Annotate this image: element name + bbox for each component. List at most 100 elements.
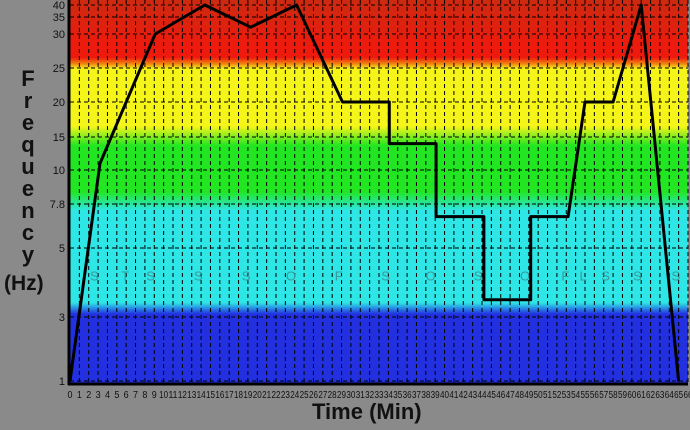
x-tick-label: 16 (215, 390, 224, 401)
x-tick-label: 10 (159, 390, 168, 401)
x-tick-label: 43 (468, 390, 477, 401)
x-tick-label: 32 (365, 390, 374, 401)
y-tick-label: 1 (59, 376, 65, 388)
y-axis-label-letter: q (21, 132, 35, 157)
x-tick-label: 31 (356, 390, 365, 401)
x-tick-label: 33 (375, 390, 384, 401)
stage-annotation: O (520, 269, 530, 284)
x-tick-label: 15 (206, 390, 215, 401)
x-tick-label: 59 (618, 390, 627, 401)
x-tick-label: 26 (309, 390, 318, 401)
x-tick-label: 17 (225, 390, 234, 401)
x-tick-label: 14 (197, 390, 206, 401)
stage-annotation: O (286, 269, 296, 284)
x-tick-label: 4 (105, 390, 110, 401)
x-tick-label: 13 (187, 390, 196, 401)
x-tick-label: 28 (328, 390, 337, 401)
stage-annotation: O (425, 269, 435, 284)
x-tick-label: 25 (300, 390, 309, 401)
y-axis-unit: (Hz) (4, 272, 44, 295)
x-tick-label: 58 (609, 390, 618, 401)
stage-annotation: L (580, 269, 587, 284)
y-tick-label: 40 (53, 0, 65, 12)
x-tick-label: 0 (68, 390, 73, 401)
x-tick-label: 45 (487, 390, 496, 401)
stage-annotation: S (474, 269, 483, 284)
y-axis-label-letter: e (21, 110, 35, 135)
stage-annotation: S (90, 269, 99, 284)
stage-annotation: S (194, 269, 203, 284)
x-axis-label: Time (Min) (312, 399, 422, 424)
stage-annotation: S (671, 269, 680, 284)
y-axis-label-letter: u (21, 154, 35, 179)
x-tick-label: 3 (96, 390, 101, 401)
stage-annotation: S (146, 269, 155, 284)
stage-annotation: T (121, 269, 129, 284)
x-tick-label: 41 (449, 390, 458, 401)
x-tick-label: 36 (403, 390, 412, 401)
y-tick-label: 20 (53, 97, 65, 109)
x-tick-label: 27 (318, 390, 327, 401)
x-tick-label: 35 (393, 390, 402, 401)
x-tick-label: 66 (684, 390, 690, 401)
x-tick-label: 6 (124, 390, 129, 401)
x-tick-label: 48 (515, 390, 524, 401)
y-tick-label: 3 (59, 312, 65, 324)
x-tick-label: 22 (272, 390, 281, 401)
x-tick-label: 62 (646, 390, 655, 401)
y-tick-label: 10 (53, 165, 65, 177)
y-tick-label: 5 (59, 243, 65, 255)
x-tick-label: 24 (290, 390, 299, 401)
y-tick-label: 30 (53, 29, 65, 41)
y-axis-label-letter: e (21, 176, 35, 201)
x-tick-label: 47 (506, 390, 515, 401)
x-tick-label: 39 (431, 390, 440, 401)
x-tick-label: 64 (665, 390, 674, 401)
x-tick-label: 12 (178, 390, 187, 401)
x-tick-label: 40 (440, 390, 449, 401)
y-tick-label: 15 (53, 132, 65, 144)
stage-annotation: F (561, 269, 569, 284)
stage-annotation: S (601, 269, 610, 284)
stage-annotation: S (242, 269, 251, 284)
x-tick-label: 63 (655, 390, 664, 401)
x-tick-label: 37 (412, 390, 421, 401)
x-tick-label: 8 (142, 390, 147, 401)
x-tick-label: 52 (552, 390, 561, 401)
x-tick-label: 18 (234, 390, 243, 401)
x-tick-label: 7 (133, 390, 138, 401)
y-axis-label-letter: n (21, 198, 35, 223)
x-tick-label: 49 (524, 390, 533, 401)
x-tick-label: 42 (459, 390, 468, 401)
stage-annotation: F (335, 269, 343, 284)
x-tick-label: 5 (114, 390, 119, 401)
x-tick-label: 23 (281, 390, 290, 401)
x-tick-label: 29 (337, 390, 346, 401)
y-axis-label-letter: c (21, 220, 35, 245)
x-tick-label: 55 (581, 390, 590, 401)
x-tick-label: 56 (590, 390, 599, 401)
x-tick-label: 9 (152, 390, 157, 401)
y-axis-label-letter: y (21, 242, 35, 267)
y-tick-label: 35 (53, 12, 65, 24)
x-tick-label: 34 (384, 390, 393, 401)
series-line-frequency (68, 3, 681, 382)
x-tick-label: 50 (534, 390, 543, 401)
y-tick-label: 7.8 (50, 199, 65, 211)
x-tick-label: 57 (599, 390, 608, 401)
x-tick-label: 20 (253, 390, 262, 401)
x-tick-label: 44 (478, 390, 487, 401)
y-axis-label-letter: F (21, 66, 35, 91)
x-tick-label: 60 (627, 390, 636, 401)
x-tick-label: 30 (346, 390, 355, 401)
x-tick-label: 54 (571, 390, 580, 401)
y-tick-label: 25 (53, 63, 65, 75)
x-tick-label: 51 (543, 390, 552, 401)
x-tick-label: 65 (674, 390, 683, 401)
x-tick-label: 2 (86, 390, 91, 401)
y-axis-label-letter: r (23, 88, 33, 113)
x-tick-label: 19 (243, 390, 252, 401)
x-tick-label: 21 (262, 390, 271, 401)
